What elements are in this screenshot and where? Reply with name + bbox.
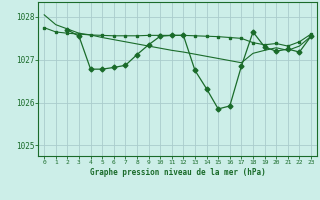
X-axis label: Graphe pression niveau de la mer (hPa): Graphe pression niveau de la mer (hPa): [90, 168, 266, 177]
